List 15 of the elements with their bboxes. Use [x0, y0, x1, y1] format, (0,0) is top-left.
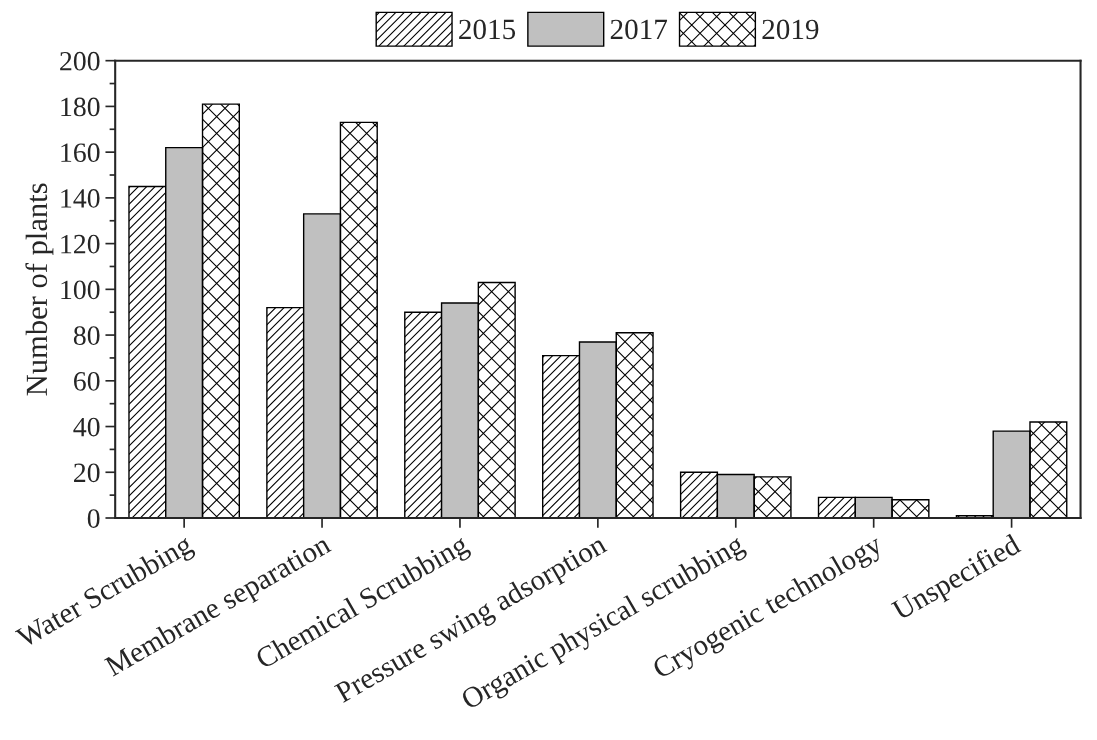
legend-label: 2017: [610, 19, 668, 40]
legend-label: 2019: [762, 19, 819, 40]
y-axis-title: Number of plants: [25, 183, 54, 396]
y-tick-label: 200: [60, 51, 100, 71]
y-tick-label: 140: [61, 189, 100, 208]
y-tick-label: 40: [73, 417, 100, 437]
legend-label: 2015: [459, 19, 516, 40]
y-tick-label: 100: [61, 280, 100, 300]
y-tick-label: 180: [61, 97, 100, 117]
y-tick-label: 120: [61, 234, 100, 254]
y-tick-label: 80: [73, 326, 100, 345]
y-tick-label: 160: [61, 143, 100, 163]
y-tick-label: 60: [74, 371, 100, 391]
y-tick-label: 0: [87, 509, 100, 528]
y-tick-label: 20: [74, 463, 100, 483]
